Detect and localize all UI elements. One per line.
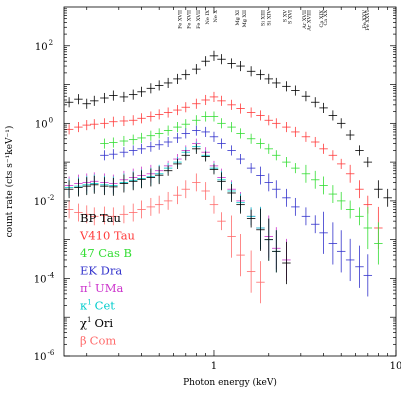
legend-name: Cet [95, 299, 116, 313]
legend-symbol: χ [80, 316, 87, 330]
series [64, 173, 265, 304]
ion-label: Fe XXVI [365, 10, 371, 30]
legend-entry: π1 UMa [80, 281, 123, 295]
legend-symbol: π [80, 281, 88, 295]
legend-name: UMa [95, 281, 123, 295]
ion-label: Ca XX [323, 10, 329, 26]
legend-symbol: κ [80, 299, 88, 313]
y-tick-exponent: -4 [47, 271, 54, 279]
legend-entry: BP Tau [80, 211, 121, 225]
x-tick-label: 10 [390, 361, 401, 372]
legend-name: Ori [94, 316, 113, 330]
ion-label: Mg XI [235, 10, 241, 25]
legend-entry: χ1 Ori [80, 316, 113, 330]
ion-label: Ca XIX [319, 10, 325, 28]
y-tick-exponent: 2 [49, 39, 53, 47]
ion-label: Ne IX [205, 10, 211, 25]
ion-label: Fe XVII [196, 10, 202, 29]
ion-label: Fe XVII [177, 10, 183, 29]
ion-label: Mg XII [242, 10, 248, 27]
series [64, 50, 392, 207]
x-tick-label: 1 [211, 361, 217, 372]
legend-name: BP Tau [80, 211, 121, 225]
y-axis-label: count rate (cts s⁻¹keV⁻¹) [4, 126, 15, 238]
series [100, 125, 373, 297]
legend-sup: 1 [87, 316, 91, 324]
legend-name: Com [90, 334, 117, 348]
legend-name: EK Dra [80, 264, 122, 278]
plot-frame [63, 6, 397, 357]
ion-label: S XV [283, 10, 289, 23]
ion-line-labels: Fe XVII Fe XVII Fe XVII Ne IX Ne X Mg XI Mg XI… [177, 10, 371, 32]
legend-entry: V410 Tau [79, 229, 135, 243]
legend-entry: κ1 Cet [80, 299, 115, 313]
ion-label: Fe XXV [362, 10, 368, 29]
ion-label: Ar XVIII [306, 10, 312, 32]
ion-label: Fe XVII [187, 10, 193, 29]
ion-label: Ar XVII [302, 10, 308, 30]
ion-label: S XVI [288, 10, 294, 24]
y-tick-exponent: -6 [47, 349, 54, 357]
ion-label: Ne X [213, 10, 219, 23]
y-tick-exponent: 0 [49, 116, 53, 124]
legend-symbol: β [80, 334, 87, 348]
y-tick-exponent: -2 [47, 194, 54, 202]
series [64, 143, 291, 285]
legend-entry: EK Dra [80, 264, 122, 278]
legend-entry: 47 Cas B [80, 246, 132, 260]
ion-label: Si XIII [261, 10, 267, 26]
legend-name: V410 Tau [79, 229, 135, 243]
legend-sup: 1 [87, 299, 91, 307]
x-axis-label: Photon energy (keV) [183, 377, 277, 388]
legend-name: 47 Cas B [80, 246, 132, 260]
series [100, 111, 383, 265]
legend-sup: 1 [88, 281, 92, 289]
ion-label: Si XIV [266, 10, 272, 26]
legend-entry: β Com [80, 334, 116, 348]
series-layer [64, 50, 392, 304]
